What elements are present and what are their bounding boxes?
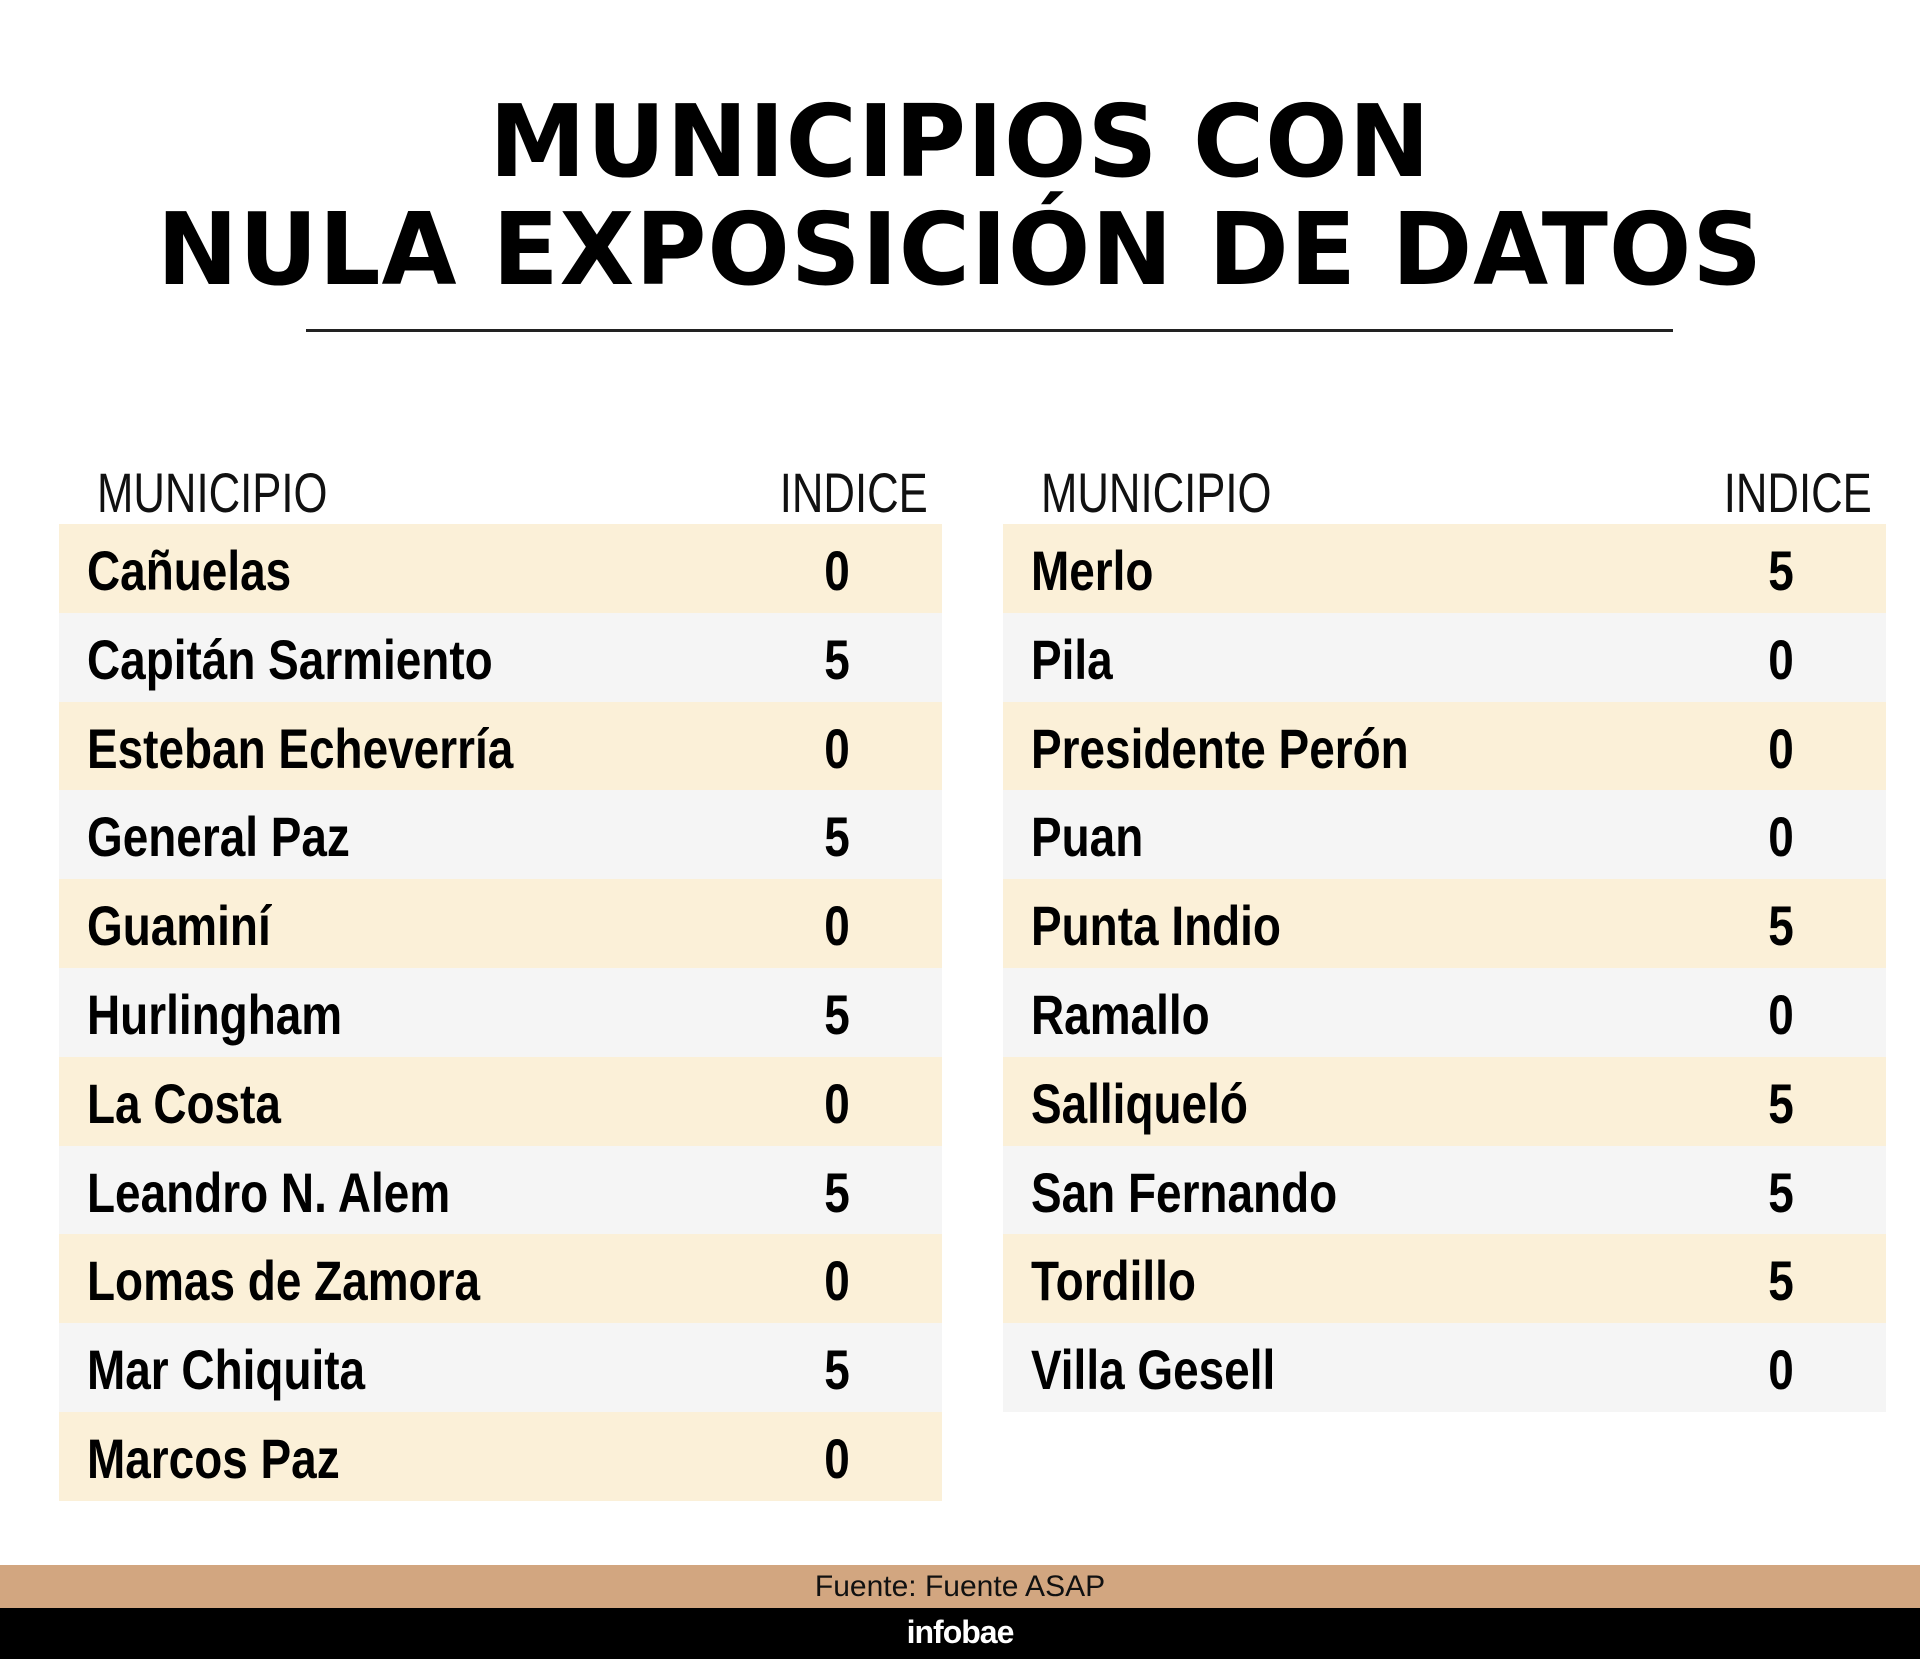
municipio-name: Hurlingham [87,982,343,1046]
source-credit: Fuente: Fuente ASAP [0,1565,1920,1608]
column-header-indice: INDICE [779,461,928,524]
table-row: Punta Indio 5 [1003,879,1886,968]
page-title: MUNICIPIOS CON NULA EXPOSICIÓN DE DATOS [29,88,1891,304]
table-row: La Costa 0 [59,1056,942,1146]
indice-value: 0 [1768,982,1794,1046]
table-row: Esteban Echeverría 0 [59,701,942,791]
indice-value: 5 [1768,1071,1794,1135]
indice-value: 5 [824,982,850,1046]
indice-value: 5 [1768,1249,1794,1313]
municipio-name: Tordillo [1031,1249,1196,1313]
indice-value: 0 [824,1249,850,1313]
municipio-name: Mar Chiquita [87,1338,366,1402]
municipio-name: Merlo [1031,539,1154,602]
table-row: Villa Gesell 0 [1003,1323,1886,1412]
indice-value: 0 [1768,1338,1794,1402]
indice-value: 5 [824,627,850,691]
table-row: Ramallo 0 [1003,967,1886,1057]
table-header: MUNICIPIO INDICE [1003,452,1886,524]
indice-value: 0 [1768,805,1794,869]
table-row: Marcos Paz 0 [59,1411,942,1501]
title-divider [306,329,1673,332]
table-right: MUNICIPIO INDICE Merlo 5 Pila 0 Presidente… [1003,452,1886,1412]
indice-value: 0 [824,894,850,958]
municipio-name: Puan [1031,805,1144,869]
table-row: Guaminí 0 [59,879,942,968]
municipio-name: Esteban Echeverría [87,716,514,780]
indice-value: 5 [1768,894,1794,958]
table-row: Merlo 5 [1003,524,1886,613]
indice-value: 5 [824,1338,850,1402]
title-line-1: MUNICIPIOS CON [489,83,1431,200]
indice-value: 0 [824,1426,850,1490]
municipio-name: Guaminí [87,894,271,958]
column-header-municipio: MUNICIPIO [97,461,328,524]
table-row: Presidente Perón 0 [1003,701,1886,791]
municipio-name: Marcos Paz [87,1426,340,1490]
title-line-2: NULA EXPOSICIÓN DE DATOS [156,191,1764,308]
indice-value: 5 [824,805,850,869]
column-header-municipio: MUNICIPIO [1041,461,1272,524]
table-left: MUNICIPIO INDICE Cañuelas 0 Capitán Sarmi… [59,452,942,1501]
table-row: Mar Chiquita 5 [59,1323,942,1412]
table-row: Tordillo 5 [1003,1234,1886,1324]
indice-value: 5 [1768,539,1794,602]
table-row: Cañuelas 0 [59,524,942,613]
municipio-name: General Paz [87,805,350,869]
table-row: Hurlingham 5 [59,967,942,1057]
table-row: Pila 0 [1003,612,1886,702]
table-row: General Paz 5 [59,790,942,880]
municipio-name: Leandro N. Alem [87,1160,451,1224]
indice-value: 0 [824,539,850,602]
table-row: Leandro N. Alem 5 [59,1145,942,1235]
municipio-name: Ramallo [1031,982,1210,1046]
table-row: Salliqueló 5 [1003,1056,1886,1146]
indice-value: 0 [824,716,850,780]
municipio-name: Cañuelas [87,539,292,602]
municipio-name: Capitán Sarmiento [87,627,493,691]
table-row: Puan 0 [1003,790,1886,880]
indice-value: 0 [824,1071,850,1135]
municipio-name: Pila [1031,627,1113,691]
municipio-name: Salliqueló [1031,1071,1248,1135]
table-row: San Fernando 5 [1003,1145,1886,1235]
municipio-name: La Costa [87,1071,281,1135]
municipio-name: Presidente Perón [1031,716,1409,780]
indice-value: 0 [1768,716,1794,780]
table-row: Lomas de Zamora 0 [59,1234,942,1324]
table-header: MUNICIPIO INDICE [59,452,942,524]
column-header-indice: INDICE [1723,461,1872,524]
indice-value: 5 [824,1160,850,1224]
indice-value: 0 [1768,627,1794,691]
table-row: Capitán Sarmiento 5 [59,612,942,702]
municipio-name: Lomas de Zamora [87,1249,480,1313]
municipio-name: Villa Gesell [1031,1338,1276,1402]
municipio-name: San Fernando [1031,1160,1338,1224]
indice-value: 5 [1768,1160,1794,1224]
brand-logo: infobae [0,1608,1920,1659]
municipio-name: Punta Indio [1031,894,1281,958]
